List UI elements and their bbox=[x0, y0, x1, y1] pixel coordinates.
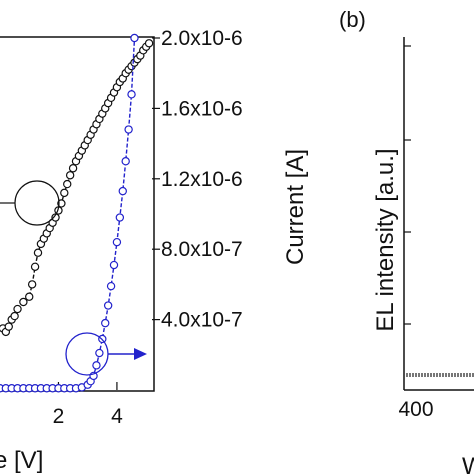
data-point bbox=[92, 361, 101, 370]
data-point bbox=[25, 292, 34, 301]
series-blue-circles bbox=[0, 33, 139, 393]
x-tick-label-b: 400 bbox=[398, 398, 433, 421]
panel-b: (b) 400 EL intensity [a.u.] W bbox=[339, 7, 474, 474]
y-tick-label: 1.6x10-6 bbox=[161, 97, 243, 120]
data-point bbox=[63, 179, 72, 189]
data-point bbox=[109, 260, 119, 270]
data-point bbox=[10, 311, 19, 321]
data-point bbox=[13, 304, 22, 314]
data-point bbox=[124, 125, 133, 134]
series-line bbox=[2, 42, 150, 334]
data-point bbox=[127, 90, 136, 99]
x-tick-label: 2 bbox=[53, 405, 65, 428]
data-point bbox=[57, 199, 66, 208]
y-tick-label: 8.0x10-7 bbox=[161, 238, 243, 261]
data-point bbox=[27, 280, 37, 289]
data-point bbox=[106, 281, 116, 291]
x-axis-title-b: W bbox=[462, 453, 474, 474]
y-axis-right-title: Current [A] bbox=[282, 149, 309, 265]
data-point bbox=[121, 156, 130, 166]
data-point bbox=[103, 301, 113, 310]
data-point bbox=[60, 188, 69, 198]
data-point bbox=[101, 318, 110, 328]
panel-b-label: (b) bbox=[339, 7, 366, 32]
y-tick-label: 1.2x10-6 bbox=[161, 168, 243, 191]
data-point bbox=[68, 164, 78, 173]
data-point bbox=[115, 213, 125, 222]
y-axis-ticks-b bbox=[404, 45, 411, 325]
x-tick-label: 4 bbox=[111, 405, 123, 428]
data-point bbox=[33, 248, 43, 257]
data-point bbox=[19, 297, 28, 307]
y-tick-label: 2.0x10-6 bbox=[161, 27, 243, 50]
y-tick-label: 4.0x10-7 bbox=[161, 309, 243, 332]
data-point bbox=[130, 33, 139, 43]
plot-frame-a bbox=[0, 36, 155, 392]
series-black-circles bbox=[0, 39, 154, 337]
data-point bbox=[30, 262, 40, 271]
annotation-circle-black bbox=[14, 180, 60, 226]
y-axis-right-ticks: 4.0x10-7 8.0x10-7 1.2x10-6 1.6x10-6 2.0x10-6 bbox=[152, 27, 243, 332]
data-point bbox=[4, 322, 13, 331]
data-point bbox=[118, 186, 127, 196]
data-point bbox=[95, 348, 104, 358]
data-point bbox=[65, 171, 75, 180]
data-point bbox=[144, 39, 154, 48]
y-axis-title-b: EL intensity [a.u.] bbox=[372, 148, 399, 331]
data-point bbox=[112, 237, 122, 247]
annotation-arrow-blue-head bbox=[134, 348, 147, 360]
x-axis-title: e [V] bbox=[0, 447, 43, 474]
